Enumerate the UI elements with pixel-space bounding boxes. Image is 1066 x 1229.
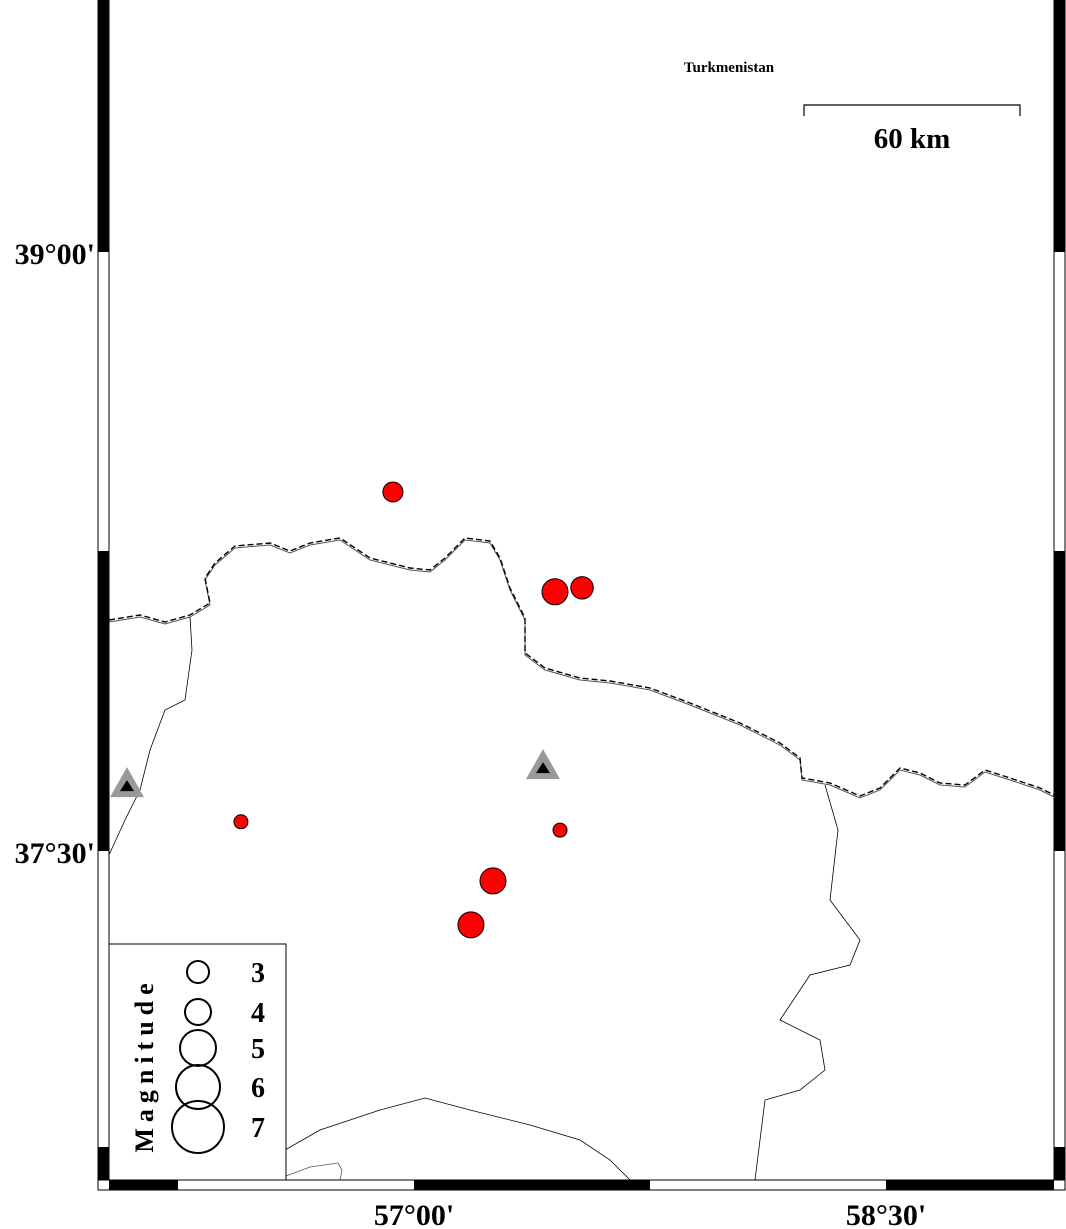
lat-tick-label: 39°00' xyxy=(15,238,95,271)
station-triangle-icon xyxy=(526,749,561,780)
lon-tick-label: 58°30' xyxy=(846,1199,926,1229)
earthquake-marker xyxy=(233,814,249,830)
lat-tick-label: 37°30' xyxy=(15,837,95,870)
legend-label: 3 xyxy=(251,958,265,989)
station-triangle-icon xyxy=(109,767,144,798)
legend-circle xyxy=(184,998,212,1026)
events-layer xyxy=(233,481,594,939)
lon-tick-label: 57°00' xyxy=(374,1199,454,1229)
map-frame xyxy=(97,0,1066,1191)
legend-title: Magnitude xyxy=(130,977,159,1152)
legend-circle xyxy=(186,960,210,984)
boundaries xyxy=(108,537,1055,1181)
legend-circle xyxy=(175,1064,221,1110)
coastline xyxy=(284,1097,631,1181)
earthquake-marker xyxy=(552,822,568,838)
legend-label: 5 xyxy=(251,1034,265,1065)
stations-layer xyxy=(109,749,561,798)
legend-circle xyxy=(171,1100,225,1154)
country-label: Turkmenistan xyxy=(684,60,775,76)
earthquake-marker xyxy=(479,867,507,895)
legend-label: 6 xyxy=(251,1073,265,1104)
legend-label: 4 xyxy=(251,998,265,1029)
scale-bar-label: 60 km xyxy=(874,123,951,155)
scale-bar: 60 km xyxy=(803,104,1021,155)
earthquake-marker xyxy=(541,578,569,606)
earthquake-marker xyxy=(570,576,594,600)
legend: Magnitude 3 4 5 6 7 xyxy=(108,943,287,1181)
coastline xyxy=(285,1162,343,1181)
country-border-dashed xyxy=(108,537,1055,797)
earthquake-marker xyxy=(382,481,404,503)
legend-label: 7 xyxy=(251,1113,265,1144)
province-border xyxy=(108,616,193,856)
earthquake-marker xyxy=(457,911,485,939)
province-border xyxy=(754,784,861,1181)
